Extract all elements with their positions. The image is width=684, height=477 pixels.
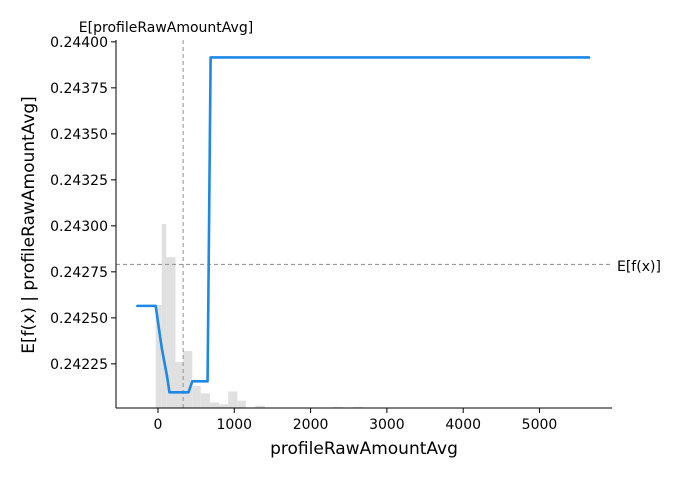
x-tick-label: 3000 (369, 417, 405, 433)
reference-lines-layer (116, 40, 612, 408)
y-tick-label: 0.24300 (50, 219, 108, 235)
histogram-bar (155, 304, 162, 408)
ticks-layer: 0 1000 2000 3000 4000 5000 0.24225 0.24250 0.242… (50, 35, 557, 433)
histogram-bar (333, 406, 343, 408)
y-tick-label: 0.24350 (50, 127, 108, 143)
x-tick-label: 0 (154, 417, 163, 433)
x-tick-label: 4000 (445, 417, 481, 433)
x-tick-label: 5000 (522, 417, 558, 433)
y-tick-label: 0.24275 (50, 265, 108, 281)
axes-layer (115, 40, 612, 409)
histogram-bar (219, 404, 229, 408)
y-tick-label: 0.24375 (50, 81, 108, 97)
y-tick-label: 0.24400 (50, 35, 108, 51)
histogram-bar (183, 350, 193, 408)
histogram-bar (200, 393, 210, 408)
histogram-bar (192, 385, 201, 408)
horizontal-reference-label: E[f(x)] (617, 259, 661, 275)
series-line (136, 56, 591, 394)
histogram-layer (155, 224, 363, 408)
y-tick-label: 0.24250 (50, 311, 108, 327)
vertical-reference-label: E[profileRawAmountAvg] (79, 20, 253, 36)
x-tick-label: 2000 (293, 417, 329, 433)
histogram-bar (237, 400, 246, 408)
histogram-bar (175, 362, 184, 408)
x-axis-title: profileRawAmountAvg (270, 439, 458, 459)
histogram-bar (209, 402, 220, 408)
histogram-bar (161, 224, 167, 408)
histogram-bar (255, 405, 265, 408)
y-tick-label: 0.24325 (50, 173, 108, 189)
y-tick-label: 0.24225 (50, 357, 108, 373)
series-layer (136, 56, 591, 394)
y-axis-title: E[f(x) | profileRawAmountAvg] (19, 96, 39, 354)
histogram-bar (228, 391, 238, 408)
histogram-bar (166, 257, 176, 408)
histogram-bar (353, 406, 363, 408)
x-tick-label: 1000 (216, 417, 252, 433)
